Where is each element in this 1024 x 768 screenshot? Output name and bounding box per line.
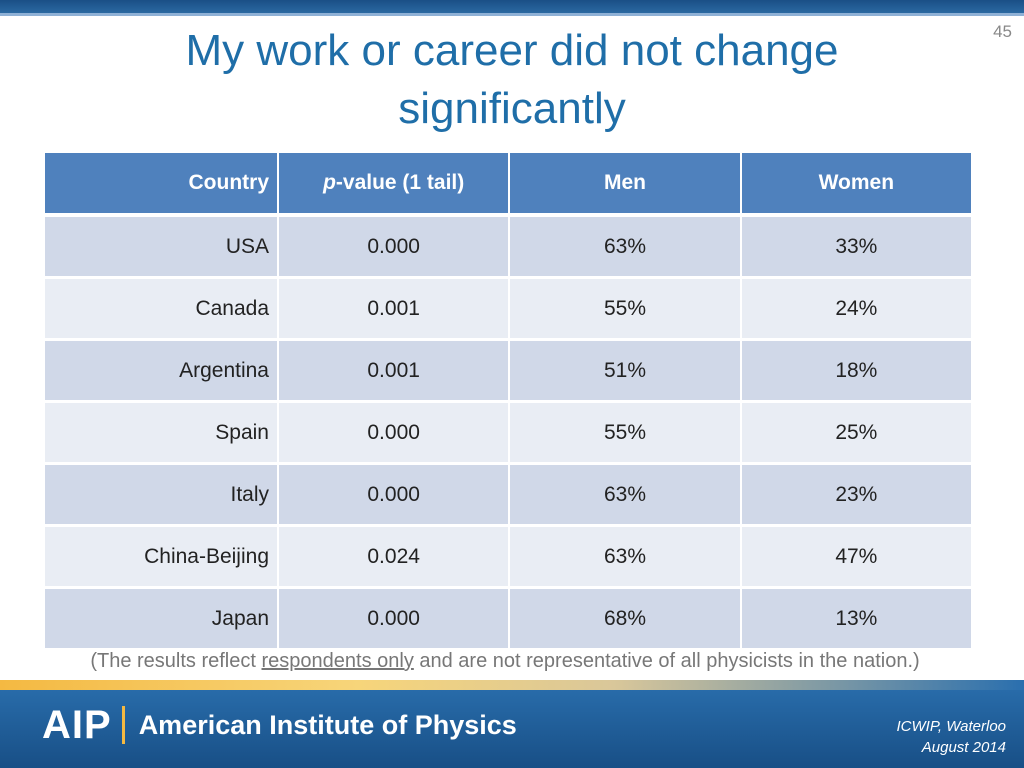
header-men: Men [508, 153, 742, 217]
cell-country: China-Beijing [43, 525, 279, 589]
footnote-text-start: (The results reflect [90, 650, 262, 672]
header-p-value: p-value (1 tail) [276, 153, 511, 217]
header-p-symbol: p [323, 171, 336, 194]
cell-p-value: 0.024 [276, 525, 511, 589]
cell-country: Spain [43, 401, 279, 465]
table-row: Argentina 0.001 51% 18% [43, 339, 974, 403]
table-row: USA 0.000 63% 33% [43, 215, 974, 279]
cell-women: 13% [739, 587, 974, 651]
footer-bar [0, 680, 1024, 768]
cell-women: 47% [739, 525, 974, 589]
cell-women: 23% [739, 463, 974, 527]
footnote-underlined-text: respondents only [261, 650, 414, 672]
cell-women: 33% [739, 215, 974, 279]
slide-title: My work or career did not change signifi… [185, 26, 839, 133]
cell-country: Argentina [43, 339, 279, 403]
cell-men: 55% [508, 277, 742, 341]
table-row: Canada 0.001 55% 24% [43, 277, 974, 341]
header-women: Women [739, 153, 974, 217]
cell-country: Japan [43, 587, 279, 651]
cell-women: 24% [739, 277, 974, 341]
cell-p-value: 0.001 [276, 339, 511, 403]
slide-number: 45 [993, 22, 1012, 41]
table-row: Spain 0.000 55% 25% [43, 401, 974, 465]
table-header-row: Country p-value (1 tail) Men Women [43, 153, 974, 217]
event-name: ICWIP, Waterloo [896, 718, 1006, 735]
cell-p-value: 0.000 [276, 463, 511, 527]
cell-men: 63% [508, 463, 742, 527]
cell-men: 63% [508, 525, 742, 589]
cell-p-value: 0.001 [276, 277, 511, 341]
aip-logo: AIP American Institute of Physics [42, 703, 517, 747]
results-table: Country p-value (1 tail) Men Women USA 0… [43, 153, 974, 651]
cell-men: 63% [508, 215, 742, 279]
logo-separator [121, 706, 125, 744]
footnote-text-end: and are not representative of all physic… [413, 650, 920, 672]
logo-mark: AIP [42, 702, 112, 747]
header-p-label: -value (1 tail) [335, 171, 465, 194]
cell-men: 68% [508, 587, 742, 651]
cell-p-value: 0.000 [276, 215, 511, 279]
cell-p-value: 0.000 [276, 587, 511, 651]
top-accent-bar [0, 0, 1024, 16]
cell-country: Canada [43, 277, 279, 341]
event-info: ICWIP, Waterloo August 2014 [897, 716, 1006, 758]
footnote: (The results reflect respondents only an… [0, 650, 1010, 673]
table-row: Italy 0.000 63% 23% [43, 463, 974, 527]
cell-women: 25% [739, 401, 974, 465]
cell-country: USA [43, 215, 279, 279]
header-country: Country [43, 153, 279, 217]
footer-accent-band [0, 680, 1024, 690]
cell-country: Italy [43, 463, 279, 527]
cell-men: 55% [508, 401, 742, 465]
cell-women: 18% [739, 339, 974, 403]
event-date: August 2014 [921, 739, 1006, 756]
cell-men: 51% [508, 339, 742, 403]
logo-text: American Institute of Physics [138, 709, 517, 740]
table-row: China-Beijing 0.024 63% 47% [43, 525, 974, 589]
cell-p-value: 0.000 [276, 401, 511, 465]
table-row: Japan 0.000 68% 13% [43, 587, 974, 651]
